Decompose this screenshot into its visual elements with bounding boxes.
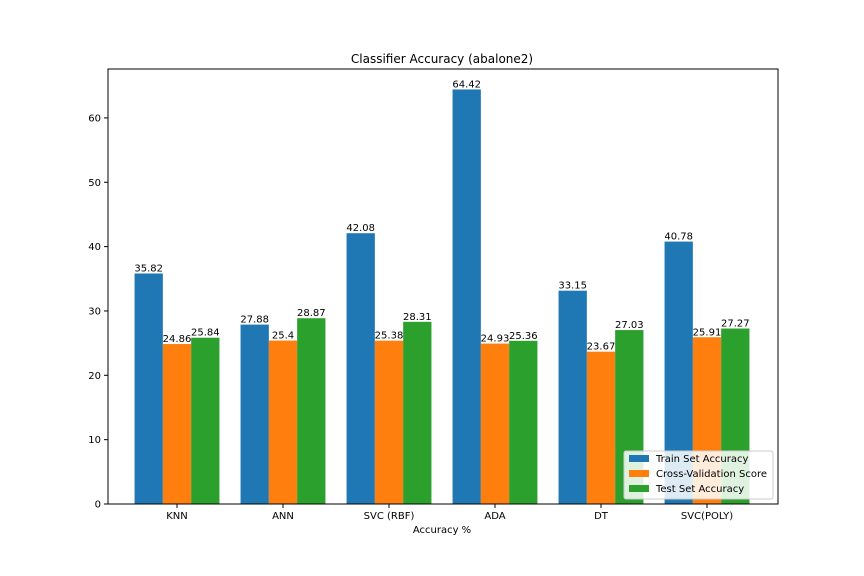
x-axis: KNN ANN SVC (RBF) ADA DT SVC(POLY) <box>166 504 733 522</box>
y-tick-label: 60 <box>88 113 101 124</box>
x-tick-label: SVC(POLY) <box>681 511 733 522</box>
bar-value-label: 40.78 <box>664 232 693 243</box>
bar-value-label: 23.67 <box>587 342 616 353</box>
bar-value-label: 27.27 <box>721 319 750 330</box>
bar-value-label: 27.03 <box>615 320 644 331</box>
bar-value-label: 25.4 <box>272 331 294 342</box>
bars-group <box>134 89 750 505</box>
bar-labels-group: 35.82 27.88 42.08 64.42 33.15 40.78 24.86 25.4 2… <box>134 79 749 352</box>
legend-entry: Test Set Accuracy <box>655 484 744 495</box>
legend-swatch <box>629 485 649 492</box>
bar-value-label: 64.42 <box>452 79 481 90</box>
y-tick-label: 40 <box>88 242 101 253</box>
legend-entry: Cross-Validation Score <box>656 469 767 480</box>
bar-value-label: 24.86 <box>163 334 192 345</box>
bar-value-label: 25.36 <box>509 331 538 342</box>
bar-value-label: 25.91 <box>693 327 722 338</box>
bar-value-label: 28.31 <box>403 312 432 323</box>
x-tick-label: DT <box>594 511 609 522</box>
bar <box>346 233 375 504</box>
bar <box>374 340 404 504</box>
y-axis: 0 10 20 30 40 50 60 <box>88 113 108 511</box>
legend: Train Set Accuracy Cross-Validation Score… <box>623 450 774 500</box>
bar <box>191 337 220 504</box>
y-tick-label: 30 <box>88 306 101 317</box>
x-tick-label: KNN <box>166 511 188 522</box>
bar-value-label: 27.88 <box>240 315 269 326</box>
bar <box>452 89 481 505</box>
x-axis-label: Accuracy % <box>413 525 471 536</box>
x-tick-label: ANN <box>272 511 294 522</box>
bar <box>134 273 163 504</box>
legend-swatch <box>629 470 649 477</box>
bar <box>403 321 432 504</box>
x-tick-label: SVC (RBF) <box>364 511 415 522</box>
legend-entry: Train Set Accuracy <box>655 454 749 465</box>
bar <box>586 351 616 504</box>
y-tick-label: 20 <box>88 371 101 382</box>
bar-value-label: 28.87 <box>297 308 326 319</box>
x-tick-label: ADA <box>484 511 505 522</box>
bar-value-label: 33.15 <box>558 281 587 292</box>
bar-value-label: 25.38 <box>375 331 404 342</box>
legend-frame <box>623 450 774 500</box>
legend-swatch <box>629 455 649 462</box>
bar <box>480 343 510 504</box>
plot-frame <box>107 68 779 505</box>
bar <box>558 290 587 504</box>
bar <box>268 340 298 504</box>
bar-value-label: 24.93 <box>481 334 510 345</box>
y-tick-label: 50 <box>88 178 101 189</box>
bar <box>162 344 192 504</box>
bar <box>509 340 538 504</box>
y-tick-label: 10 <box>88 435 101 446</box>
bar-value-label: 25.84 <box>191 328 220 339</box>
bar <box>240 324 269 504</box>
y-tick-label: 0 <box>95 500 101 511</box>
chart-title: Classifier Accuracy (abalone2) <box>351 52 533 66</box>
bar-value-label: 42.08 <box>346 223 375 234</box>
bar <box>297 318 326 504</box>
bar-value-label: 35.82 <box>134 264 163 275</box>
